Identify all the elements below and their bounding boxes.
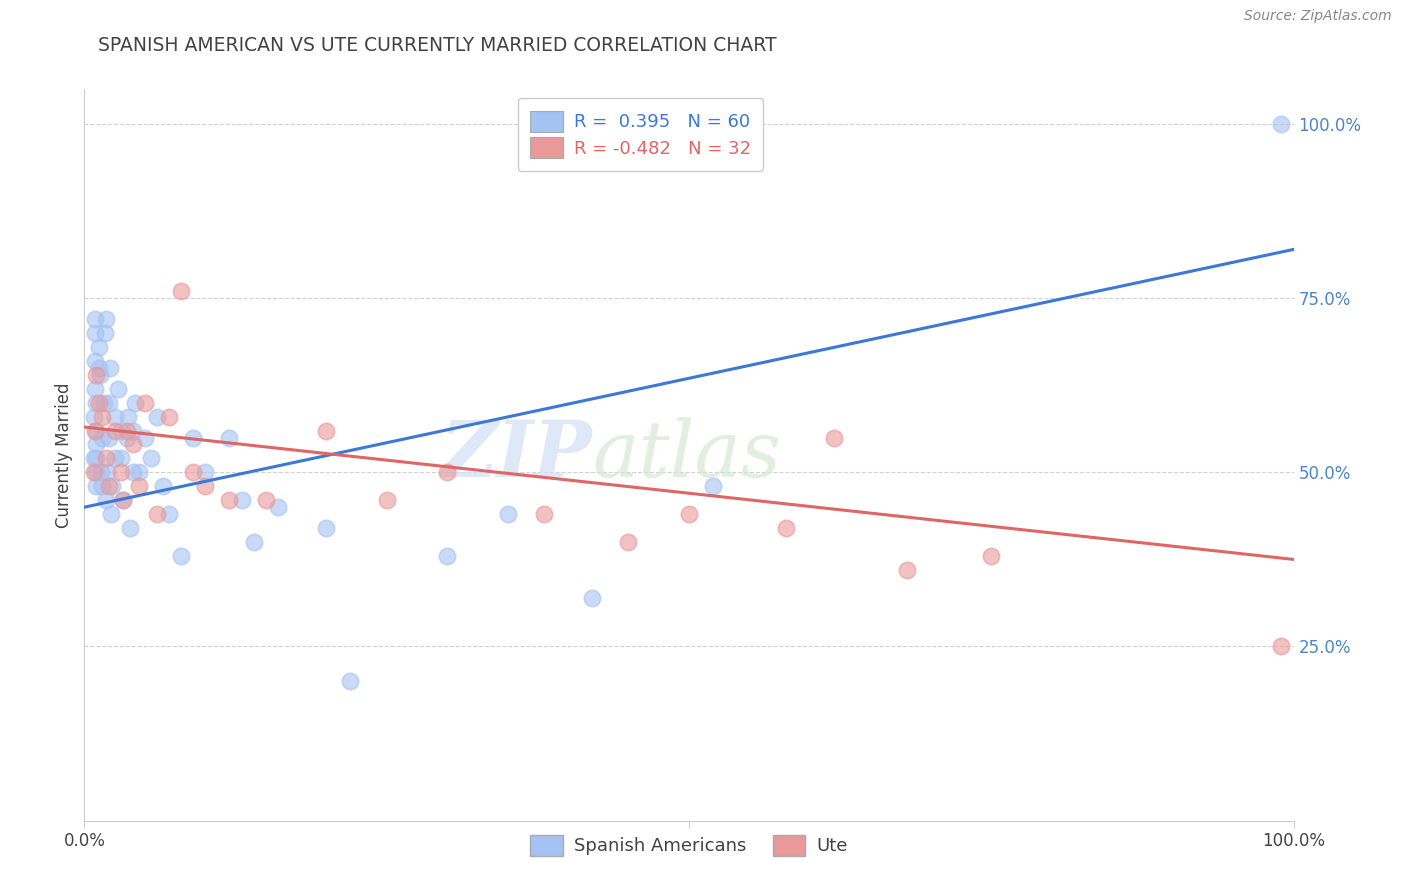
Point	[533, 507, 555, 521]
Point	[97, 395, 120, 409]
Point	[775, 521, 797, 535]
Point	[170, 284, 193, 298]
Point	[91, 430, 114, 444]
Point	[496, 507, 519, 521]
Point	[152, 479, 174, 493]
Point	[218, 430, 240, 444]
Point	[267, 500, 290, 515]
Point	[83, 409, 105, 424]
Point	[128, 466, 150, 480]
Point	[121, 424, 143, 438]
Point	[100, 507, 122, 521]
Legend: Spanish Americans, Ute: Spanish Americans, Ute	[523, 828, 855, 863]
Point	[157, 507, 180, 521]
Point	[181, 430, 204, 444]
Point	[121, 437, 143, 451]
Point	[339, 674, 361, 689]
Point	[315, 521, 337, 535]
Point	[112, 493, 135, 508]
Text: atlas: atlas	[592, 417, 780, 493]
Point	[84, 382, 107, 396]
Point	[86, 479, 108, 493]
Point	[84, 354, 107, 368]
Point	[110, 466, 132, 480]
Point	[87, 340, 110, 354]
Point	[146, 507, 169, 521]
Point	[157, 409, 180, 424]
Point	[702, 479, 724, 493]
Point	[110, 451, 132, 466]
Point	[87, 360, 110, 375]
Y-axis label: Currently Married: Currently Married	[55, 382, 73, 528]
Point	[146, 409, 169, 424]
Point	[84, 424, 107, 438]
Point	[436, 549, 458, 563]
Point	[231, 493, 253, 508]
Point	[128, 479, 150, 493]
Point	[94, 451, 117, 466]
Point	[86, 395, 108, 409]
Point	[194, 466, 217, 480]
Point	[83, 451, 105, 466]
Point	[823, 430, 845, 444]
Point	[115, 430, 138, 444]
Point	[101, 479, 124, 493]
Point	[86, 368, 108, 382]
Point	[86, 437, 108, 451]
Point	[181, 466, 204, 480]
Point	[120, 521, 142, 535]
Point	[436, 466, 458, 480]
Point	[97, 479, 120, 493]
Point	[121, 466, 143, 480]
Point	[86, 451, 108, 466]
Point	[90, 466, 112, 480]
Point	[107, 382, 129, 396]
Point	[112, 493, 135, 508]
Point	[91, 409, 114, 424]
Point	[104, 424, 127, 438]
Point	[84, 326, 107, 340]
Point	[678, 507, 700, 521]
Point	[617, 535, 640, 549]
Point	[218, 493, 240, 508]
Point	[315, 424, 337, 438]
Point	[134, 395, 156, 409]
Point	[115, 424, 138, 438]
Point	[134, 430, 156, 444]
Point	[94, 326, 117, 340]
Point	[110, 424, 132, 438]
Point	[139, 451, 162, 466]
Point	[89, 368, 111, 382]
Text: Source: ZipAtlas.com: Source: ZipAtlas.com	[1244, 9, 1392, 23]
Point	[581, 591, 603, 605]
Point	[87, 395, 110, 409]
Point	[896, 563, 918, 577]
Point	[83, 466, 105, 480]
Point	[980, 549, 1002, 563]
Point	[117, 409, 139, 424]
Point	[96, 466, 118, 480]
Point	[94, 493, 117, 508]
Point	[97, 430, 120, 444]
Text: SPANISH AMERICAN VS UTE CURRENTLY MARRIED CORRELATION CHART: SPANISH AMERICAN VS UTE CURRENTLY MARRIE…	[98, 36, 778, 54]
Point	[84, 312, 107, 326]
Point	[170, 549, 193, 563]
Point	[104, 409, 127, 424]
Point	[94, 312, 117, 326]
Point	[86, 424, 108, 438]
Point	[104, 451, 127, 466]
Point	[254, 493, 277, 508]
Point	[98, 360, 121, 375]
Point	[1270, 117, 1292, 131]
Point	[194, 479, 217, 493]
Point	[124, 395, 146, 409]
Text: ZIP: ZIP	[440, 417, 592, 493]
Point	[375, 493, 398, 508]
Point	[242, 535, 264, 549]
Point	[86, 466, 108, 480]
Point	[91, 479, 114, 493]
Point	[1270, 640, 1292, 654]
Point	[93, 395, 115, 409]
